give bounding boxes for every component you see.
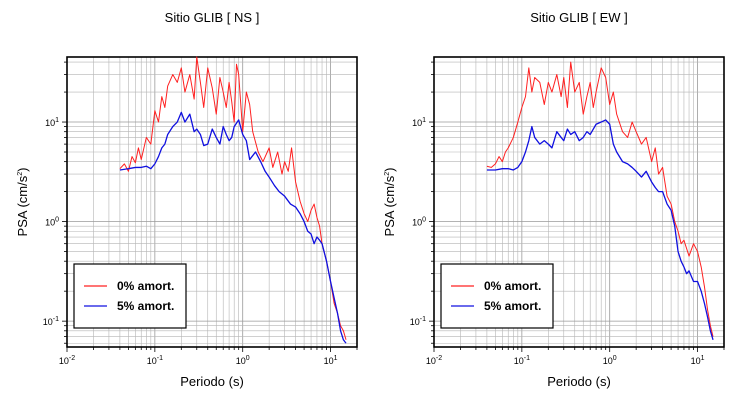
legend-label-5pct: 5% amort. (117, 299, 174, 313)
y-axis-label-end: ) (15, 168, 30, 172)
legend-box (73, 263, 187, 329)
x-tick-base: 10 (514, 356, 524, 366)
legend-label-5pct: 5% amort. (484, 299, 541, 313)
y-axis-label-main: PSA (cm/s (382, 175, 397, 236)
y-tick-base: 10 (43, 317, 53, 327)
y-tick-exponent: 0 (55, 217, 59, 224)
y-axis-label-end: ) (382, 168, 397, 172)
x-tick-exponent: 1 (701, 355, 705, 362)
plot-frame (66, 56, 358, 348)
x-tick-exponent: -2 (436, 355, 442, 362)
x-tick-label: 10-1 (514, 355, 530, 366)
x-axis-label: Periodo (s) (547, 374, 611, 389)
x-tick-exponent: -1 (524, 355, 530, 362)
y-tick-exponent: -1 (420, 316, 426, 323)
y-tick-label: 10-1 (43, 316, 59, 327)
x-tick-label: 101 (691, 355, 705, 366)
series-line-0pct (486, 61, 714, 337)
x-tick-exponent: 1 (334, 355, 338, 362)
y-axis-label-sup: 2 (17, 172, 24, 176)
x-tick-exponent: -2 (69, 355, 75, 362)
x-tick-base: 10 (603, 356, 613, 366)
y-tick-exponent: 1 (422, 117, 426, 124)
x-tick-label: 101 (324, 355, 338, 366)
x-tick-label: 10-2 (59, 355, 75, 366)
x-tick-base: 10 (59, 356, 69, 366)
y-tick-label: 101 (412, 117, 426, 128)
y-tick-label: 101 (45, 117, 59, 128)
series-line-0pct (119, 56, 347, 340)
legend-label-0pct: 0% amort. (117, 279, 174, 293)
plot-area (119, 56, 347, 344)
chart-panel-ew: Sitio GLIB [ EW ] Periodo (s) PSA (cm/s2… (382, 10, 725, 389)
legend: 0% amort. 5% amort. (73, 263, 187, 329)
chart-title: Sitio GLIB [ EW ] (530, 10, 628, 25)
x-tick-base: 10 (147, 356, 157, 366)
x-tick-base: 10 (236, 356, 246, 366)
x-tick-label: 10-2 (426, 355, 442, 366)
x-tick-label: 100 (236, 355, 250, 366)
y-tick-label: 10-1 (410, 316, 426, 327)
x-axis-label: Periodo (s) (180, 374, 244, 389)
y-axis-label: PSA (cm/s2) (382, 168, 397, 237)
y-tick-base: 10 (410, 317, 420, 327)
y-axis-label-main: PSA (cm/s (15, 175, 30, 236)
y-tick-exponent: -1 (53, 316, 59, 323)
plot-frame (433, 56, 725, 348)
chart-panel-ns: Sitio GLIB [ NS ] Periodo (s) PSA (cm/s2… (15, 10, 358, 389)
series-line-5pct (119, 111, 347, 344)
y-axis-label: PSA (cm/s2) (15, 168, 30, 237)
chart-title: Sitio GLIB [ NS ] (165, 10, 260, 25)
x-tick-label: 100 (603, 355, 617, 366)
legend-label-0pct: 0% amort. (484, 279, 541, 293)
y-tick-base: 10 (45, 118, 55, 128)
x-tick-exponent: 0 (246, 355, 250, 362)
x-tick-exponent: 0 (613, 355, 617, 362)
y-tick-base: 10 (45, 218, 55, 228)
y-axis-label-sup: 2 (384, 172, 391, 176)
x-tick-label: 10-1 (147, 355, 163, 366)
legend: 0% amort. 5% amort. (440, 263, 554, 329)
x-tick-exponent: -1 (157, 355, 163, 362)
plot-area (486, 61, 714, 340)
series-line-5pct (486, 119, 714, 340)
x-tick-base: 10 (691, 356, 701, 366)
y-tick-base: 10 (412, 218, 422, 228)
y-tick-label: 100 (45, 217, 59, 228)
x-tick-base: 10 (324, 356, 334, 366)
grid (62, 57, 358, 352)
y-tick-exponent: 1 (55, 117, 59, 124)
legend-box (440, 263, 554, 329)
y-tick-exponent: 0 (422, 217, 426, 224)
x-tick-base: 10 (426, 356, 436, 366)
y-tick-base: 10 (412, 118, 422, 128)
y-tick-label: 100 (412, 217, 426, 228)
